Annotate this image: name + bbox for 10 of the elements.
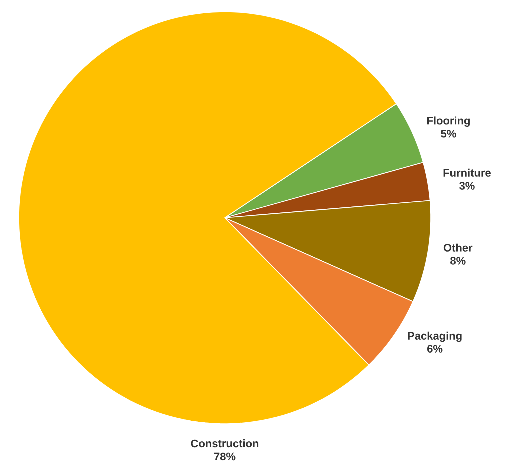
data-label: 3%: [460, 182, 475, 190]
slice-label: Furniture: [444, 168, 491, 177]
data-label: 6%: [428, 345, 443, 353]
data-label: 8%: [450, 257, 466, 265]
slice-label: Flooring: [427, 116, 470, 128]
data-label: 78%: [214, 452, 236, 461]
data-label: 5%: [441, 130, 456, 138]
slice-label: Construction: [191, 440, 259, 448]
slice-label: Other: [444, 244, 473, 252]
slice-label: Packaging: [408, 332, 462, 342]
